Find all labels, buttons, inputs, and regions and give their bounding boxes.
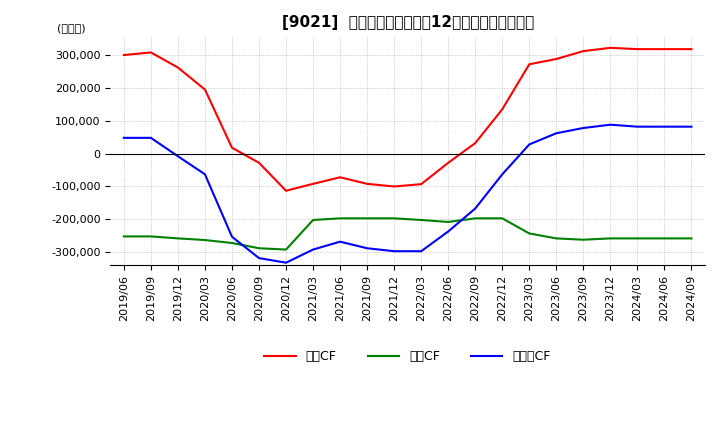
投資CF [201,238,210,243]
営業CF [579,48,588,54]
営業CF [174,65,182,70]
営業CF [120,52,128,58]
投資CF [147,234,156,239]
投資CF [309,217,318,223]
投資CF [525,231,534,236]
投資CF [282,247,290,252]
投資CF [444,219,453,224]
営業CF [390,184,398,189]
Line: 投資CF: 投資CF [124,218,691,249]
フリーCF [390,249,398,254]
Line: 営業CF: 営業CF [124,48,691,191]
投資CF [336,216,344,221]
フリーCF [660,124,669,129]
フリーCF [498,172,507,177]
投資CF [255,246,264,251]
フリーCF [120,135,128,140]
投資CF [606,236,615,241]
営業CF [417,182,426,187]
投資CF [579,237,588,242]
フリーCF [606,122,615,127]
Line: フリーCF: フリーCF [124,125,691,263]
フリーCF [363,246,372,251]
投資CF [687,236,696,241]
フリーCF [201,172,210,177]
投資CF [120,234,128,239]
フリーCF [579,125,588,131]
営業CF [309,181,318,187]
投資CF [498,216,507,221]
フリーCF [687,124,696,129]
営業CF [363,181,372,187]
フリーCF [471,206,480,211]
投資CF [390,216,398,221]
営業CF [255,160,264,165]
投資CF [363,216,372,221]
Title: [9021]  キャッシュフローの12か月移動合計の推移: [9021] キャッシュフローの12か月移動合計の推移 [282,15,534,30]
フリーCF [552,131,561,136]
フリーCF [525,142,534,147]
営業CF [633,47,642,52]
Text: (百万円): (百万円) [57,23,86,33]
フリーCF [417,249,426,254]
投資CF [633,236,642,241]
フリーCF [309,247,318,252]
Legend: 営業CF, 投資CF, フリーCF: 営業CF, 投資CF, フリーCF [259,345,556,368]
投資CF [552,236,561,241]
投資CF [417,217,426,223]
フリーCF [255,256,264,261]
営業CF [444,160,453,165]
営業CF [282,188,290,194]
フリーCF [633,124,642,129]
営業CF [228,145,236,150]
フリーCF [174,154,182,159]
フリーCF [228,234,236,239]
営業CF [471,140,480,146]
営業CF [201,87,210,92]
フリーCF [336,239,344,244]
営業CF [606,45,615,51]
投資CF [660,236,669,241]
営業CF [525,62,534,67]
フリーCF [147,135,156,140]
営業CF [336,175,344,180]
営業CF [498,106,507,112]
営業CF [147,50,156,55]
営業CF [687,47,696,52]
営業CF [660,47,669,52]
投資CF [174,236,182,241]
営業CF [552,56,561,62]
フリーCF [444,229,453,234]
投資CF [471,216,480,221]
投資CF [228,240,236,246]
フリーCF [282,260,290,265]
